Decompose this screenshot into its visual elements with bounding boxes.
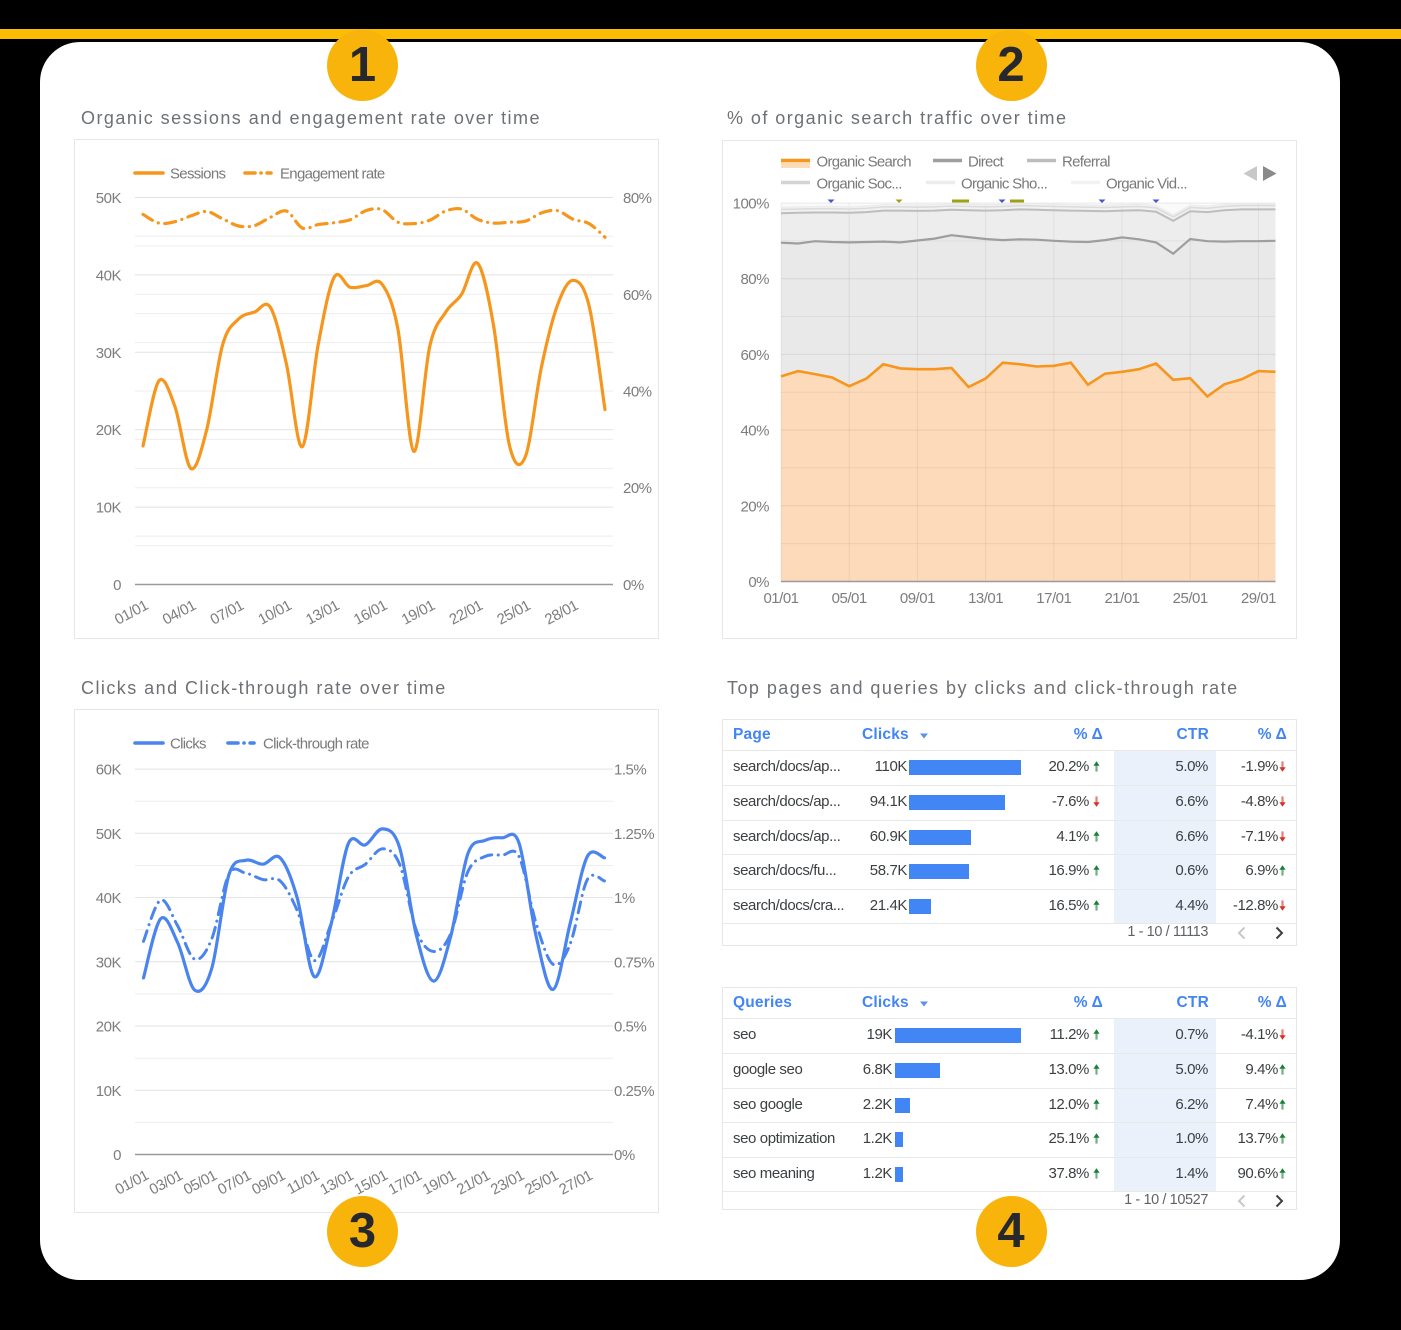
svg-text:13/01: 13/01 [303, 597, 342, 629]
svg-text:15/01: 15/01 [351, 1167, 390, 1199]
svg-text:05/01: 05/01 [181, 1167, 220, 1199]
svg-text:21/01: 21/01 [1104, 590, 1139, 607]
svg-text:01/01: 01/01 [763, 590, 798, 607]
svg-text:22/01: 22/01 [447, 597, 486, 629]
svg-text:Organic Vid...: Organic Vid... [1106, 176, 1187, 193]
svg-text:40K: 40K [96, 890, 122, 907]
svg-text:20K: 20K [96, 1019, 122, 1036]
svg-text:27/01: 27/01 [556, 1167, 595, 1199]
svg-text:80%: 80% [740, 271, 769, 288]
svg-text:Referral: Referral [1062, 154, 1110, 171]
svg-text:11/01: 11/01 [284, 1167, 322, 1198]
svg-text:50K: 50K [96, 190, 122, 207]
svg-text:07/01: 07/01 [208, 597, 247, 629]
svg-text:01/01: 01/01 [112, 597, 151, 629]
svg-text:80%: 80% [623, 190, 652, 207]
svg-text:07/01: 07/01 [215, 1167, 254, 1199]
svg-text:13/01: 13/01 [968, 590, 1003, 607]
svg-text:Sessions: Sessions [170, 166, 225, 183]
svg-text:Organic Search: Organic Search [817, 154, 912, 171]
svg-text:09/01: 09/01 [249, 1167, 288, 1199]
svg-text:60%: 60% [740, 347, 769, 364]
svg-text:25/01: 25/01 [1173, 590, 1208, 607]
svg-text:0%: 0% [614, 1147, 635, 1164]
svg-text:20%: 20% [740, 498, 769, 515]
svg-text:21/01: 21/01 [454, 1167, 493, 1199]
svg-text:10/01: 10/01 [255, 597, 294, 629]
svg-text:0%: 0% [623, 577, 644, 594]
svg-text:19/01: 19/01 [420, 1167, 459, 1199]
svg-text:40%: 40% [623, 384, 652, 401]
svg-text:20%: 20% [623, 480, 652, 497]
svg-text:13/01: 13/01 [317, 1167, 356, 1199]
svg-text:Direct: Direct [968, 154, 1005, 171]
svg-text:60%: 60% [623, 287, 652, 304]
svg-text:30K: 30K [96, 345, 122, 362]
svg-text:19/01: 19/01 [399, 597, 438, 629]
svg-text:Click-through rate: Click-through rate [263, 736, 369, 753]
svg-text:04/01: 04/01 [160, 597, 199, 629]
svg-text:10K: 10K [96, 500, 122, 517]
svg-text:Clicks: Clicks [170, 736, 206, 753]
svg-text:0.25%: 0.25% [614, 1083, 654, 1100]
svg-text:25/01: 25/01 [494, 597, 533, 629]
svg-text:100%: 100% [733, 196, 770, 213]
svg-text:30K: 30K [96, 954, 122, 971]
svg-text:28/01: 28/01 [542, 597, 581, 629]
svg-text:40%: 40% [740, 423, 769, 440]
svg-text:17/01: 17/01 [1036, 590, 1071, 607]
svg-text:25/01: 25/01 [522, 1167, 561, 1199]
svg-text:17/01: 17/01 [386, 1167, 425, 1199]
svg-text:Engagement rate: Engagement rate [280, 166, 385, 183]
svg-text:23/01: 23/01 [488, 1167, 527, 1199]
svg-text:09/01: 09/01 [900, 590, 935, 607]
svg-text:0%: 0% [748, 574, 769, 591]
svg-text:1.25%: 1.25% [614, 826, 654, 843]
svg-text:0.75%: 0.75% [614, 954, 654, 971]
svg-text:Organic Sho...: Organic Sho... [961, 176, 1047, 193]
svg-text:0: 0 [113, 1147, 121, 1164]
svg-text:20K: 20K [96, 422, 122, 439]
svg-text:0.5%: 0.5% [614, 1019, 646, 1036]
svg-text:01/01: 01/01 [112, 1167, 151, 1199]
svg-text:1.5%: 1.5% [614, 762, 646, 779]
svg-text:29/01: 29/01 [1241, 590, 1276, 607]
svg-text:60K: 60K [96, 762, 122, 779]
svg-text:03/01: 03/01 [147, 1167, 186, 1199]
svg-text:Organic Soc...: Organic Soc... [817, 176, 902, 193]
svg-text:05/01: 05/01 [832, 590, 867, 607]
svg-text:1%: 1% [614, 890, 635, 907]
svg-text:40K: 40K [96, 267, 122, 284]
svg-text:16/01: 16/01 [351, 597, 390, 629]
svg-text:0: 0 [113, 577, 121, 594]
svg-text:10K: 10K [96, 1083, 122, 1100]
svg-text:50K: 50K [96, 826, 122, 843]
